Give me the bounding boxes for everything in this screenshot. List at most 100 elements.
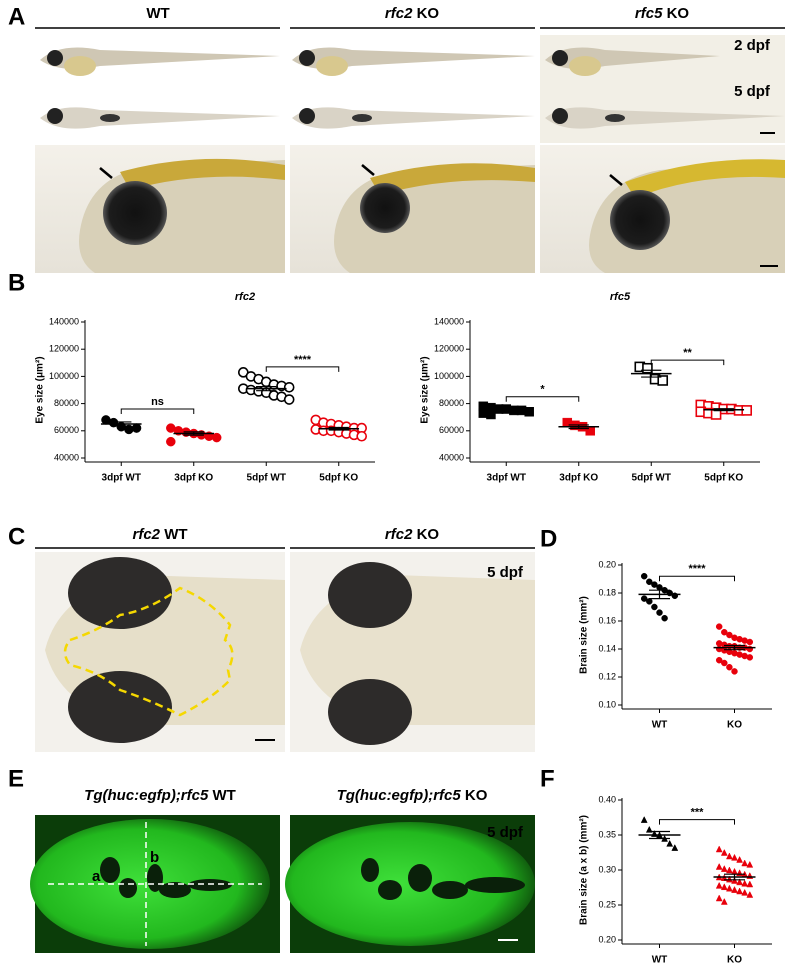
- data-point: [715, 862, 723, 870]
- column-header: rfc2 KO: [385, 5, 440, 22]
- column-header: Tg(huc:egfp);rfc5 KO: [337, 787, 488, 804]
- data-point: [657, 375, 669, 386]
- gene-name: rfc2: [385, 5, 413, 22]
- y-tick-label: 0.25: [598, 899, 616, 909]
- data-point: [642, 362, 653, 374]
- data-point: [720, 848, 728, 856]
- data-point: [741, 879, 749, 887]
- genotype: KO: [417, 5, 440, 22]
- data-point: [646, 598, 653, 605]
- panel-label: F: [540, 765, 555, 792]
- genotype: KO: [667, 5, 690, 22]
- data-point: [585, 426, 595, 436]
- larvae-rfc2-ko: [290, 47, 535, 273]
- chart: Brain size (a x b) (mm²) 0.20 0.25 0.30 0.35…: [579, 794, 772, 964]
- error-bar: [641, 369, 662, 378]
- column-header: rfc2 KO: [385, 526, 440, 543]
- data-point: [746, 654, 754, 661]
- data-point: [746, 890, 754, 898]
- y-axis-label: Brain size (mm²): [579, 596, 590, 674]
- error-bar: [724, 644, 745, 651]
- y-tick-label: 80000: [439, 398, 464, 408]
- column-header: rfc2 WT: [132, 526, 187, 543]
- y-tick-label: 140000: [49, 316, 79, 326]
- significance-bracket: [659, 819, 735, 825]
- chart-title: rfc2: [235, 291, 255, 303]
- data-point: [726, 631, 733, 639]
- significance-label: ***: [691, 807, 705, 819]
- data-point: [731, 886, 738, 893]
- data-point: [731, 668, 738, 675]
- y-axis-label: Eye size (μm²): [420, 356, 431, 423]
- data-point: [640, 572, 648, 580]
- x-tick-label: 3dpf KO: [174, 473, 213, 484]
- data-point: [736, 869, 744, 877]
- data-point: [356, 430, 368, 442]
- error-bar: [183, 431, 204, 436]
- data-point: [283, 394, 295, 405]
- error-bar: [649, 589, 670, 600]
- axis-annotation: b: [150, 849, 159, 866]
- data-point: [720, 897, 728, 905]
- data-point: [211, 432, 222, 443]
- y-tick-label: 0.35: [598, 829, 616, 839]
- data-point: [725, 875, 733, 883]
- panel-label: E: [8, 765, 24, 792]
- y-tick-label: 40000: [439, 452, 464, 462]
- data-point: [524, 407, 534, 417]
- error-bar: [496, 408, 517, 412]
- y-tick-label: 80000: [54, 398, 79, 408]
- significance-label: ns: [151, 396, 164, 408]
- brain-outline: [63, 586, 234, 717]
- data-point: [666, 839, 674, 847]
- x-tick-label: WT: [652, 720, 668, 731]
- panel-label: A: [8, 3, 25, 30]
- x-tick-label: WT: [652, 955, 668, 964]
- gene-name: Tg(huc:egfp);rfc5: [337, 787, 462, 804]
- x-tick-label: 5dpf WT: [632, 473, 671, 484]
- x-tick-label: 5dpf WT: [247, 473, 286, 484]
- panel-label: B: [8, 269, 25, 296]
- x-tick-label: 3dpf WT: [487, 473, 526, 484]
- genotype: WT: [213, 787, 236, 804]
- y-tick-label: 0.10: [598, 699, 616, 709]
- data-point: [715, 894, 723, 902]
- y-tick-label: 0.20: [598, 559, 616, 569]
- data-point: [651, 581, 658, 588]
- data-point: [731, 867, 738, 875]
- data-point: [640, 595, 648, 602]
- data-point: [731, 853, 738, 861]
- y-tick-label: 100000: [434, 371, 464, 381]
- data-point: [715, 656, 723, 664]
- data-point: [710, 409, 722, 420]
- y-tick-label: 0.14: [598, 643, 616, 653]
- axis-annotation: a: [92, 868, 101, 885]
- data-point: [108, 417, 119, 428]
- data-point: [725, 884, 733, 892]
- data-point: [746, 880, 754, 888]
- data-point: [736, 855, 744, 863]
- data-point: [715, 881, 723, 889]
- genotype: WT: [164, 526, 187, 543]
- error-bar: [713, 408, 734, 412]
- larvae-rfc5-ko: [540, 35, 785, 273]
- y-tick-label: 0.12: [598, 671, 616, 681]
- x-tick-label: 3dpf KO: [559, 473, 598, 484]
- data-point: [715, 623, 723, 630]
- data-point: [656, 609, 663, 616]
- data-point: [731, 876, 738, 884]
- data-point: [741, 859, 749, 867]
- genotype: KO: [417, 526, 440, 543]
- significance-bracket: [659, 575, 735, 582]
- data-point: [726, 663, 733, 671]
- error-bar: [256, 386, 277, 392]
- stage-label: 5 dpf: [487, 564, 524, 581]
- error-bar: [111, 421, 132, 427]
- larvae-wt: [35, 47, 285, 273]
- panel-e-images: [30, 815, 535, 953]
- data-point: [671, 844, 679, 851]
- significance-label: ****: [294, 354, 312, 366]
- data-point: [131, 423, 142, 433]
- chart: rfc2 Eye size (μm²) 40000 60000 80000 100000 1…: [35, 291, 375, 484]
- data-point: [746, 860, 754, 868]
